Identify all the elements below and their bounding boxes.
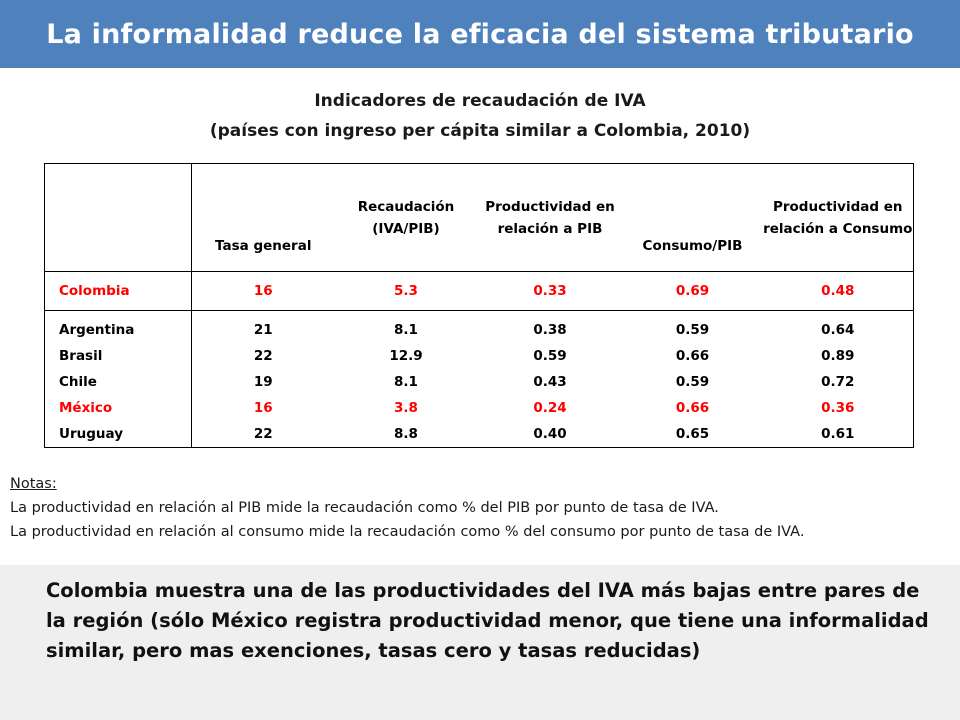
value: 0.61	[821, 426, 855, 442]
value: 0.40	[533, 426, 567, 442]
value: 3.8	[394, 400, 418, 416]
value: 0.64	[821, 322, 855, 338]
cell-peer-consumo-pib: 0.59 0.66 0.59 0.66 0.65	[623, 311, 763, 448]
value: 12.9	[389, 348, 423, 364]
table-title: Indicadores de recaudación de IVA	[314, 91, 646, 111]
cell-peer-countries: Argentina Brasil Chile México Uruguay	[44, 310, 192, 448]
country-name: Uruguay	[59, 426, 123, 442]
value: 8.1	[394, 374, 418, 390]
value: 0.59	[675, 322, 710, 338]
cell-peer-productividad-consumo: 0.64 0.89 0.72 0.36 0.61	[763, 311, 914, 448]
summary-text: Colombia muestra una de las productivida…	[46, 579, 929, 662]
table-subtitle: (países con ingreso per cápita similar a…	[209, 121, 751, 141]
value: 0.72	[821, 374, 855, 390]
value: 0.59	[675, 374, 710, 390]
cell-country: Colombia	[44, 271, 192, 311]
header-tasa-general: Tasa general	[215, 238, 312, 254]
notes-section: Notas: La productividad en relación al P…	[10, 472, 955, 544]
country-name: México	[59, 400, 113, 416]
value: 0.65	[675, 426, 710, 442]
note-line: La productividad en relación al consumo …	[10, 524, 805, 540]
value: 0.66	[675, 348, 710, 364]
title-banner: La informalidad reduce la eficacia del s…	[0, 0, 960, 68]
table-header-row: Tasa general Recaudación (IVA/PIB) Produ…	[44, 163, 914, 272]
table-row-peers: Argentina Brasil Chile México Uruguay 21…	[44, 310, 914, 448]
value: 0.66	[675, 400, 710, 416]
value: 0.38	[533, 322, 567, 338]
header-recaudacion: Recaudación (IVA/PIB)	[357, 198, 455, 237]
value: 0.36	[821, 400, 855, 416]
notes-label: Notas:	[10, 476, 57, 492]
cell-peer-recaudacion: 8.1 12.9 8.1 3.8 8.8	[335, 311, 478, 448]
value: 22	[253, 426, 273, 442]
summary-box: Colombia muestra una de las productivida…	[0, 565, 960, 720]
header-consumo-pib: Consumo/PIB	[642, 238, 743, 254]
value: 21	[253, 322, 273, 338]
cell-peer-productividad-pib: 0.38 0.59 0.43 0.24 0.40	[478, 311, 623, 448]
country-name: Brasil	[59, 348, 103, 364]
vat-indicators-table: Tasa general Recaudación (IVA/PIB) Produ…	[44, 163, 914, 448]
value: 8.8	[394, 426, 418, 442]
cell-consumo-pib: 0.69	[622, 271, 763, 311]
header-productividad-consumo: Productividad en relación a Consumo	[763, 198, 913, 237]
cell-peer-tasa-general: 21 22 19 16 22	[192, 311, 335, 448]
value: 22	[253, 348, 273, 364]
value: 16	[253, 400, 273, 416]
note-line: La productividad en relación al PIB mide…	[10, 500, 719, 516]
header-productividad-pib: Productividad en relación a PIB	[485, 198, 615, 237]
cell-tasa-general: 16	[191, 271, 335, 311]
header-country	[44, 163, 192, 272]
page-title: La informalidad reduce la eficacia del s…	[46, 18, 914, 50]
value: 8.1	[394, 322, 418, 338]
value: 0.24	[533, 400, 567, 416]
value: 0.43	[533, 374, 567, 390]
value: 0.89	[821, 348, 855, 364]
country-name: Chile	[59, 374, 97, 390]
value: 19	[253, 374, 273, 390]
value: 0.59	[533, 348, 567, 364]
cell-productividad-pib: 0.33	[477, 271, 623, 311]
country-name: Argentina	[59, 322, 135, 338]
table-row-colombia: Colombia 16 5.3 0.33 0.69 0.48	[44, 271, 914, 311]
cell-recaudacion: 5.3	[334, 271, 478, 311]
cell-productividad-consumo: 0.48	[762, 271, 914, 311]
